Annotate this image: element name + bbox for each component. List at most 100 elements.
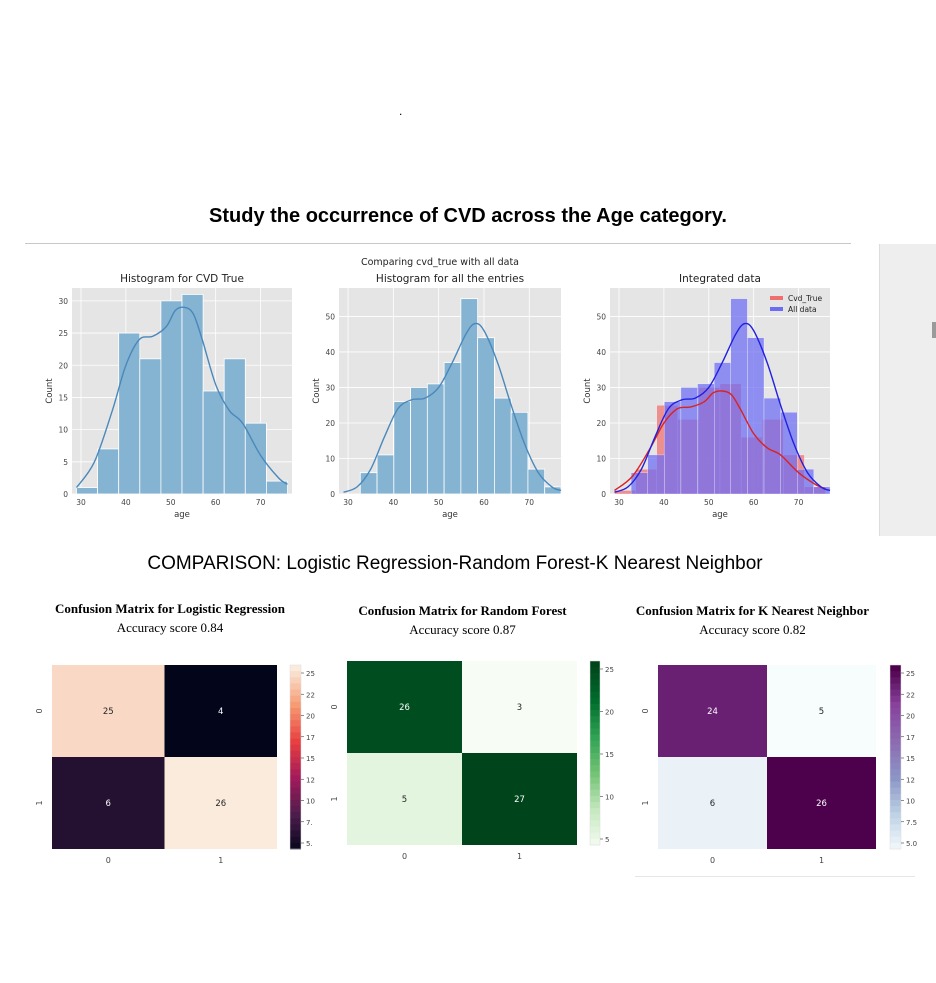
colorbar-tick-label: 20: [605, 709, 614, 717]
histogram-bar: [393, 401, 411, 495]
heatmap-cell: [462, 753, 577, 845]
colorbar-segment: [590, 703, 600, 711]
y-tick-label: 1: [330, 796, 339, 801]
cm-logistic-accuracy: Accuracy score 0.84: [116, 620, 224, 635]
kde-line: [343, 322, 562, 493]
colorbar-segment: [590, 783, 600, 791]
cell-value-label: 6: [710, 799, 715, 809]
colorbar-segment: [290, 799, 301, 807]
legend-swatch: [770, 296, 783, 300]
colorbar-segment: [890, 769, 901, 776]
histogram-bar: [244, 422, 267, 495]
x-tick-label: 1: [517, 852, 522, 861]
heatmap-cell: [164, 757, 277, 849]
histogram-panel-3: 0 10 20 30 40 50 30 40 50 60 70 Integrated data age C…: [583, 273, 831, 520]
histogram-bar: [510, 411, 529, 495]
colorbar-tick-label: 15: [605, 751, 614, 759]
colorbar-segment: [890, 732, 901, 740]
heatmap-cell: [658, 665, 767, 757]
legend-label: All data: [788, 305, 817, 314]
colorbar-segment: [290, 793, 301, 801]
histogram-bar: [714, 362, 731, 495]
colorbar-segment: [890, 707, 901, 715]
colorbar-frame: [589, 660, 601, 846]
x-axis-label: age: [174, 510, 190, 520]
colorbar-segment: [290, 842, 301, 850]
histogram-title: Histogram for CVD True: [120, 273, 244, 285]
cell-value-label: 6: [106, 799, 111, 809]
colorbar-segment: [290, 665, 301, 672]
heatmap-cell: [462, 661, 577, 753]
colorbar-tick-label: 20: [906, 713, 915, 721]
colorbar-segment: [590, 740, 600, 748]
colorbar-tick-label: 7.: [306, 819, 313, 827]
histogram-bar: [780, 412, 798, 495]
x-tick-label: 1: [819, 856, 824, 865]
cm-randomforest-accuracy: Accuracy score 0.87: [409, 622, 516, 637]
title-divider: [25, 243, 851, 244]
colorbar-segment: [890, 689, 901, 697]
histogram-bar: [680, 387, 698, 495]
scrollbar-thumb[interactable]: [932, 322, 936, 338]
colorbar-segment: [890, 695, 901, 703]
colorbar-segment: [590, 789, 600, 797]
x-tick-label: 70: [525, 498, 535, 507]
colorbar-segment: [290, 738, 301, 746]
colorbar-segment: [290, 726, 301, 733]
x-tick-label: 0: [402, 852, 407, 861]
y-tick-label: 50: [596, 312, 606, 321]
y-axis-label: Count: [45, 378, 55, 404]
heatmap-cell: [347, 661, 462, 753]
x-tick-label: 30: [343, 498, 353, 507]
colorbar-tick-label: 15: [906, 755, 915, 763]
colorbar-tick-label: 5.0: [906, 840, 917, 848]
y-tick-label: 30: [325, 383, 335, 392]
colorbar-tick-label: 5.: [306, 840, 313, 848]
colorbar-segment: [590, 722, 600, 729]
histogram-bar: [181, 294, 204, 495]
colorbar-segment: [590, 826, 600, 834]
heatmap-cell: [52, 757, 165, 849]
histogram-panels: 0 5 10 15 20 25 30 30 40 50 60 70 Histogram for CVD …: [45, 273, 831, 520]
histogram-bar: [410, 387, 428, 495]
colorbar-segment: [290, 683, 301, 691]
colorbar-segment: [890, 763, 901, 770]
colorbar-tick-label: 25: [906, 670, 915, 678]
colorbar-segment: [290, 818, 301, 825]
cell-value-label: 26: [215, 799, 226, 809]
colorbar-segment: [890, 750, 901, 758]
colorbar-segment: [290, 720, 301, 727]
y-tick-label: 40: [596, 348, 606, 357]
colorbar-tick-label: 15: [306, 755, 315, 763]
colorbar-segment: [890, 744, 901, 752]
colorbar-segment: [590, 667, 600, 674]
y-axis-label: Count: [312, 378, 322, 404]
colorbar-segment: [590, 661, 600, 668]
scrollbar-track[interactable]: [879, 244, 936, 536]
colorbar-tick-label: 10: [906, 798, 915, 806]
colorbar-tick-label: 10: [306, 798, 315, 806]
y-axis-label: Count: [583, 378, 593, 404]
histogram-bar: [139, 358, 162, 495]
cell-value-label: 5: [402, 795, 407, 805]
legend-label: Cvd_True: [788, 294, 823, 303]
histogram-bar: [763, 397, 781, 495]
colorbar-segment: [590, 838, 600, 846]
colorbar-segment: [290, 744, 301, 752]
colorbar-segment: [890, 671, 901, 678]
colorbar-segment: [590, 802, 600, 809]
heatmap-cell: [658, 757, 767, 849]
colorbar-segment: [590, 697, 600, 705]
colorbar-segment: [290, 671, 301, 678]
colorbar-segment: [590, 765, 600, 772]
colorbar-segment: [290, 689, 301, 697]
colorbar-segment: [590, 753, 600, 760]
colorbar-frame: [889, 664, 902, 850]
x-tick-label: 60: [479, 498, 489, 507]
colorbar-segment: [890, 726, 901, 733]
cm-knn-title: Confusion Matrix for K Nearest Neighbor: [635, 603, 870, 618]
colorbar-tick-label: 12: [906, 776, 915, 784]
histogram-bar: [477, 337, 495, 495]
